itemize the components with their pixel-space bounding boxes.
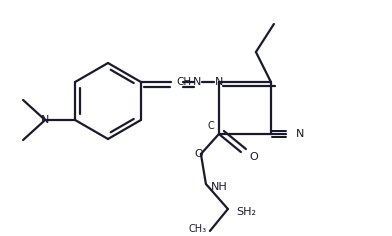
Text: CH₃: CH₃: [189, 224, 207, 234]
Text: N: N: [193, 77, 201, 87]
Text: O: O: [194, 149, 203, 159]
Text: N: N: [215, 77, 223, 87]
Text: NH: NH: [211, 182, 228, 192]
Text: CH: CH: [176, 77, 191, 87]
Text: C: C: [207, 121, 214, 131]
Text: SH₂: SH₂: [236, 207, 256, 217]
Text: N: N: [296, 129, 304, 139]
Text: O: O: [249, 152, 258, 162]
Text: N: N: [41, 115, 49, 125]
